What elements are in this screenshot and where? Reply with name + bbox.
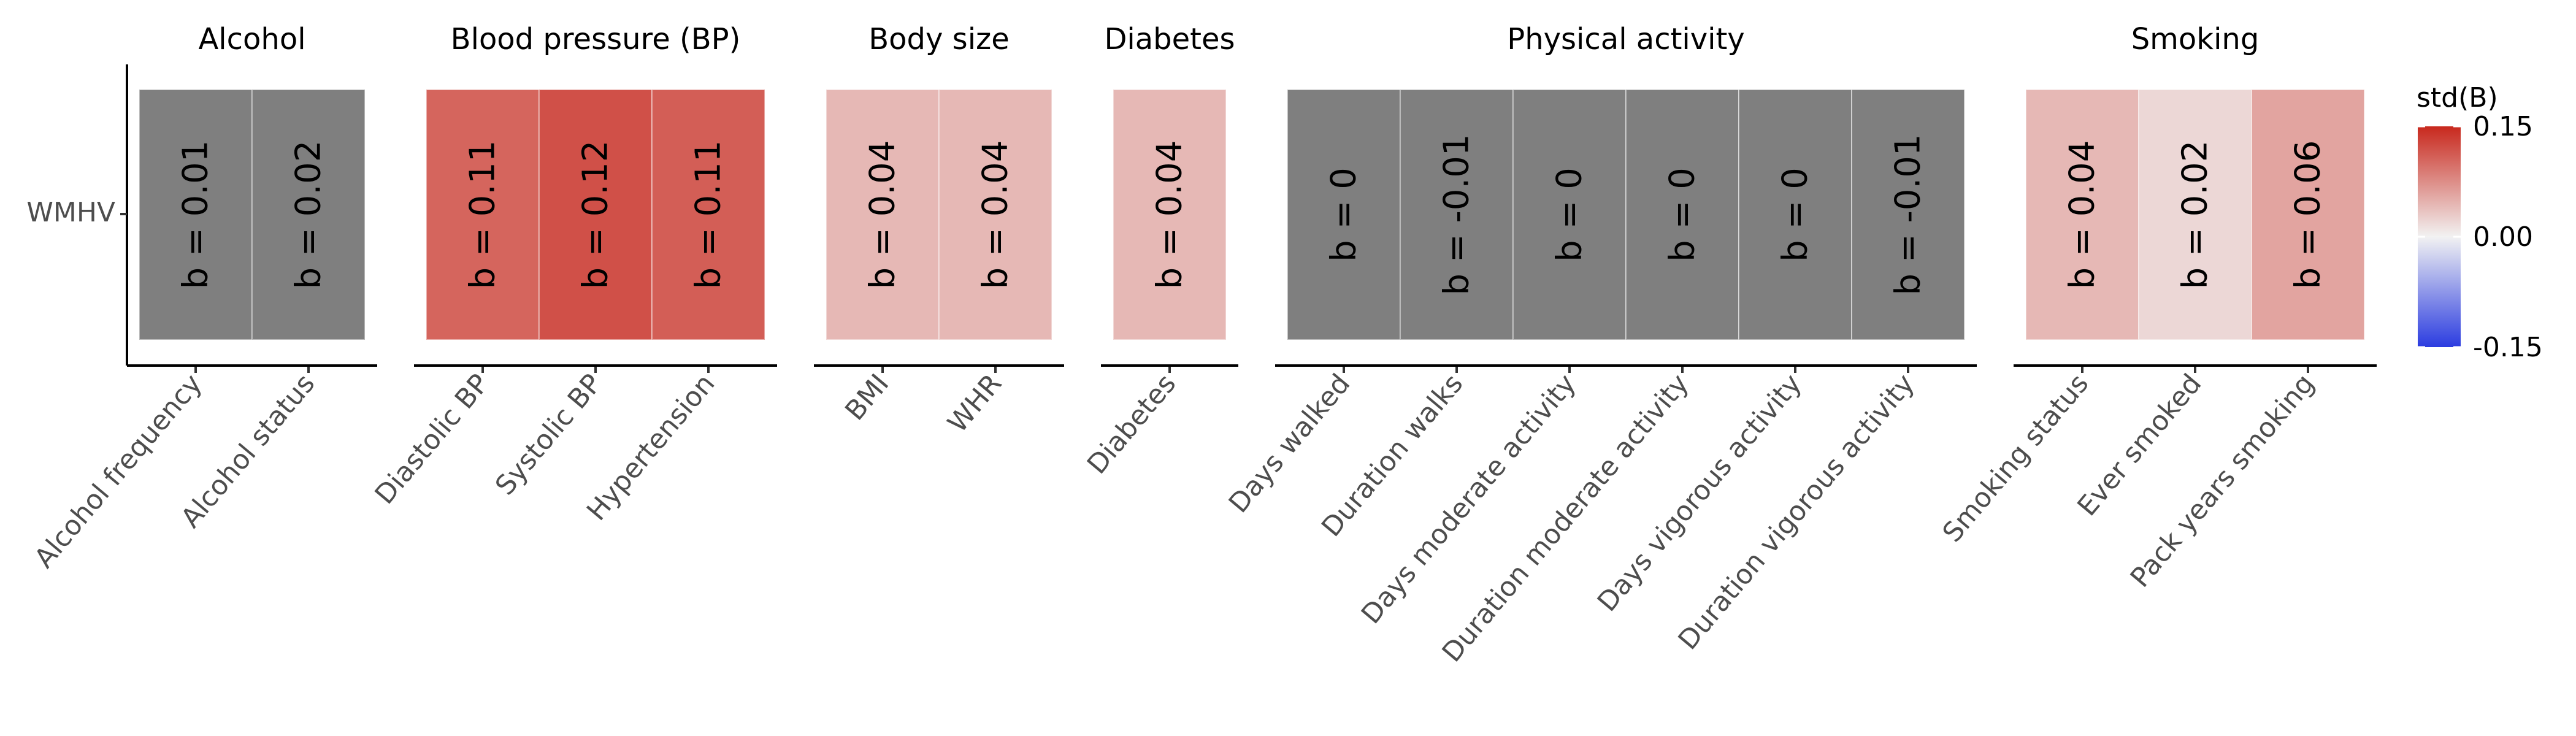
heatmap-cell (1851, 89, 1965, 340)
heatmap-cell (826, 89, 940, 340)
legend-tick-label: -0.15 (2473, 332, 2543, 363)
heatmap-cell (1512, 89, 1627, 340)
x-axis-tick-label: Smoking status (1937, 368, 2095, 548)
panel: Blood pressure (BP) b = 0.11 Diastolic BP b… (369, 22, 777, 527)
x-axis-tick-label: Diastolic BP (369, 368, 496, 510)
cell-value-label: b = 0 (1776, 167, 1815, 262)
heatmap-cell (139, 89, 253, 340)
legend-title: std(B) (2417, 82, 2498, 113)
cell-value-label: b = 0 (1324, 167, 1364, 262)
x-axis-tick-label: WHR (941, 368, 1008, 439)
panel: Body size b = 0.04 BMI b = 0.04 WHR (814, 22, 1064, 439)
heatmap-cell (1625, 89, 1739, 340)
cell-value-label: b = 0 (1663, 167, 1703, 262)
heatmap-cell (938, 89, 1052, 340)
heatmap-cell (2138, 89, 2252, 340)
x-axis-tick-label: Days walked (1223, 368, 1357, 519)
heatmap-cell (2025, 89, 2139, 340)
x-axis-tick-label: Days moderate activity (1355, 368, 1582, 630)
cell-value-label: b = 0.02 (2175, 140, 2215, 289)
cell-value-label: b = 0.04 (2063, 140, 2103, 289)
x-axis-tick-label: BMI (839, 368, 895, 426)
cell-value-label: b = 0.04 (976, 140, 1016, 289)
cell-value-label: b = 0.06 (2288, 140, 2328, 289)
heatmap-cell (1113, 89, 1227, 340)
panel: Diabetes b = 0.04 Diabetes (1081, 22, 1238, 480)
panel-title: Physical activity (1507, 22, 1744, 56)
panel-title: Diabetes (1104, 22, 1235, 56)
x-axis-tick-label: Alcohol frequency (28, 368, 208, 573)
cell-value-label: b = 0.04 (1150, 140, 1190, 289)
y-axis: WMHV (26, 64, 128, 366)
panel-title: Smoking (2131, 22, 2260, 56)
heatmap-cell (426, 89, 540, 340)
cell-value-label: b = 0.01 (176, 140, 216, 289)
heatmap-cell (1738, 89, 1852, 340)
x-axis-tick-label: Systolic BP (489, 368, 608, 501)
x-axis-tick-label: Pack years smoking (2125, 368, 2321, 593)
cell-value-label: b = 0.02 (289, 140, 329, 289)
panel-title: Blood pressure (BP) (451, 22, 741, 56)
legend: std(B) 0.15 0.00 -0.15 (2417, 82, 2543, 363)
x-axis-tick-label: Diabetes (1081, 368, 1183, 480)
cell-value-label: b = 0.11 (463, 140, 503, 289)
heatmap-cell (651, 89, 765, 340)
cell-value-label: b = 0 (1550, 167, 1590, 262)
panel-title: Body size (868, 22, 1010, 56)
panel-title: Alcohol (198, 22, 305, 56)
heatmap-cell (251, 89, 366, 340)
legend-tick-label: 0.00 (2473, 221, 2533, 253)
x-axis-tick-label: Duration moderate activity (1436, 368, 1695, 668)
panels-layer: Alcohol b = 0.01 Alcohol frequency b = 0.02… (28, 22, 2377, 668)
legend-tick-label: 0.15 (2473, 111, 2533, 142)
heatmap-cell (1400, 89, 1514, 340)
panel: Alcohol b = 0.01 Alcohol frequency b = 0.02… (28, 22, 377, 574)
cell-value-label: b = -0.01 (1437, 134, 1477, 296)
x-axis-tick-label: Duration vigorous activity (1672, 368, 1920, 656)
y-axis-label: WMHV (26, 197, 115, 228)
heatmap-cell (539, 89, 653, 340)
legend-ticks: 0.15 0.00 -0.15 (2418, 111, 2543, 363)
cell-value-label: b = 0.12 (576, 140, 616, 289)
heatmap-cell (2251, 89, 2365, 340)
cell-value-label: b = -0.01 (1888, 134, 1928, 296)
cell-value-label: b = 0.11 (689, 140, 729, 289)
panel: Physical activity b = 0 Days walked b = -0.… (1223, 22, 1977, 668)
x-axis-tick-label: Days vigorous activity (1592, 368, 1808, 618)
cell-value-label: b = 0.04 (863, 140, 903, 289)
